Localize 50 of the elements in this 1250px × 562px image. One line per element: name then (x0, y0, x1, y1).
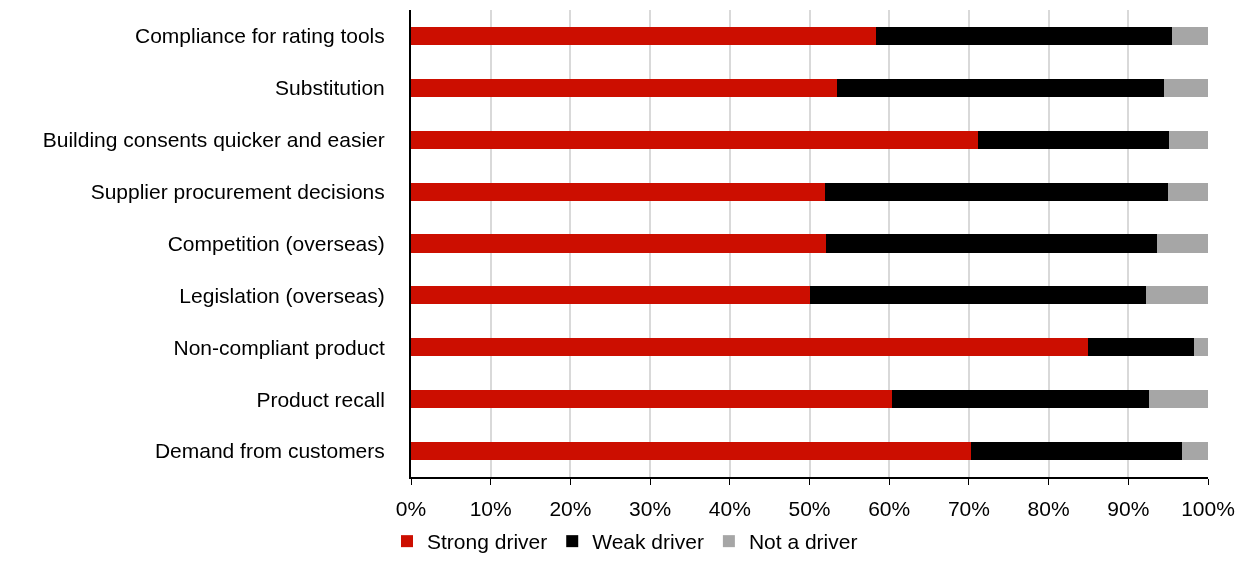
bar (411, 338, 1088, 357)
bar (411, 78, 838, 97)
bar (1156, 234, 1208, 253)
bar (1168, 130, 1208, 149)
y-tick-label: Compliance for rating tools (135, 24, 385, 48)
y-tick-label: Demand from customers (154, 439, 385, 463)
y-tick-label: Supplier procurement decisions (90, 179, 385, 203)
y-tick-label: Legislation (overseas) (179, 283, 385, 307)
bar (891, 390, 1150, 409)
bar (411, 26, 876, 46)
bar (971, 441, 1182, 461)
x-tick-label: 100% (1181, 496, 1235, 520)
x-tick-label: 40% (708, 496, 751, 520)
bar (1193, 338, 1208, 357)
bar (1172, 26, 1208, 46)
bar (411, 182, 825, 201)
x-tick-label: 50% (788, 496, 831, 520)
x-tick-label: 20% (549, 496, 592, 520)
bar (824, 182, 1169, 201)
x-tick-label: 70% (947, 496, 990, 520)
x-tick-label: 10% (469, 496, 512, 520)
bar (809, 286, 1146, 305)
bar (1181, 441, 1208, 461)
x-tick-label: 80% (1027, 496, 1070, 520)
bar (1168, 182, 1208, 201)
bar (826, 234, 1157, 253)
bar (411, 390, 892, 409)
bar (411, 234, 827, 253)
bar (875, 26, 1173, 46)
bar (411, 286, 810, 305)
y-tick-label: Substitution (275, 76, 385, 100)
y-tick-label: Building consents quicker and easier (42, 128, 385, 152)
x-tick-label: 0% (395, 496, 427, 520)
legend-label: Weak driver (592, 530, 704, 554)
bar (1145, 286, 1208, 305)
y-tick-label: Non-compliant product (173, 335, 385, 359)
x-tick-label: 60% (868, 496, 911, 520)
legend-label: Not a driver (748, 530, 858, 554)
x-tick-label: 30% (629, 496, 672, 520)
bar (1164, 78, 1208, 97)
y-tick-label: Product recall (256, 387, 385, 411)
bar (1087, 338, 1194, 357)
y-tick-label: Competition (overseas) (167, 231, 385, 255)
bar (978, 130, 1169, 149)
bar (411, 441, 972, 461)
legend-label: Strong driver (427, 530, 548, 554)
bar (837, 78, 1165, 97)
bar (1149, 390, 1208, 409)
bar (411, 130, 979, 149)
x-tick-label: 90% (1107, 496, 1150, 520)
